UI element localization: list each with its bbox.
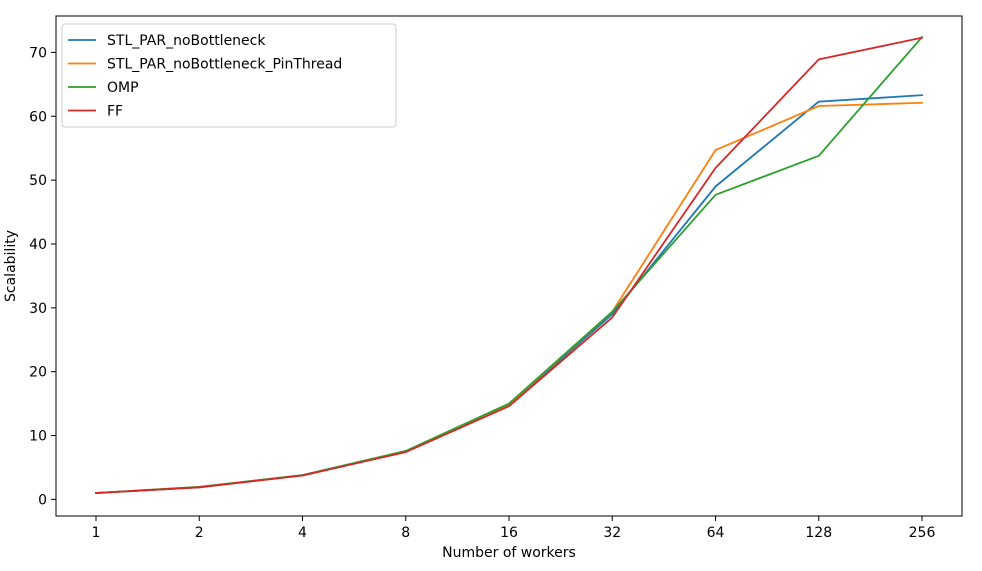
series-line-ff xyxy=(95,36,924,494)
y-tick-label: 10 xyxy=(29,429,47,445)
y-tick-label: 20 xyxy=(29,365,47,381)
x-tick-label: 256 xyxy=(909,525,936,541)
legend-box xyxy=(61,23,397,128)
x-tick-label: 128 xyxy=(805,525,832,541)
legend-label-omp: OMP xyxy=(107,80,139,96)
y-tick-label: 50 xyxy=(29,173,47,189)
y-tick-label: 30 xyxy=(29,301,47,317)
x-axis-label: Number of workers xyxy=(442,545,576,561)
y-tick-label: 0 xyxy=(38,492,47,508)
legend: STL_PAR_noBottleneck STL_PAR_noBottleneck… xyxy=(61,23,397,128)
x-tick-label: 64 xyxy=(707,525,725,541)
x-tick-label: 32 xyxy=(603,525,621,541)
x-tick-label: 2 xyxy=(195,525,204,541)
axes: 1 2 4 8 16 32 64 128 256 0 10 20 30 40 50 60 70 xyxy=(29,45,935,541)
x-tick-label: 8 xyxy=(401,525,410,541)
x-tick-label: 1 xyxy=(92,525,101,541)
x-tick-label: 16 xyxy=(500,525,518,541)
legend-label-stl-par-nobottleneck-pinthread: STL_PAR_noBottleneck_PinThread xyxy=(107,57,342,73)
y-tick-label: 60 xyxy=(29,109,47,125)
y-axis-label: Scalability xyxy=(3,230,19,302)
y-tick-label: 40 xyxy=(29,237,47,253)
y-tick-label: 70 xyxy=(29,45,47,61)
plot-frame xyxy=(55,15,963,517)
legend-label-stl-par-nobottleneck: STL_PAR_noBottleneck xyxy=(107,33,266,49)
x-tick-label: 4 xyxy=(298,525,307,541)
series-lines xyxy=(95,35,924,494)
legend-label-ff: FF xyxy=(107,104,123,120)
